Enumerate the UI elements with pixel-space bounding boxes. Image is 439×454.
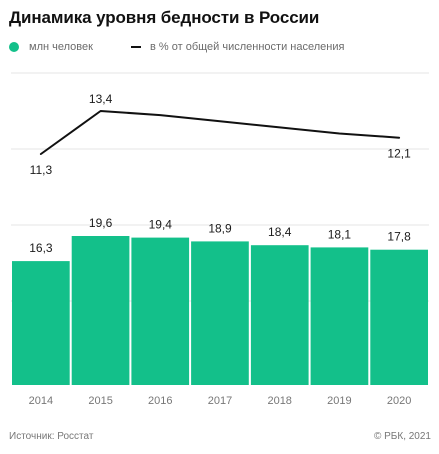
bar-2018: [250, 245, 309, 385]
legend-item-bars: млн человек: [9, 39, 93, 55]
x-tick-2017: 2017: [208, 395, 232, 407]
bar-2016: [131, 237, 190, 385]
line-label-2015: 13,4: [89, 92, 113, 106]
x-tick-2018: 2018: [267, 395, 291, 407]
line-label-2014: 11,3: [30, 163, 53, 177]
bar-2017: [191, 241, 249, 385]
bar-series: [12, 236, 428, 385]
legend-line-label: в % от общей численности населения: [150, 41, 345, 53]
bar-2014: [12, 261, 70, 385]
x-tick-2019: 2019: [327, 395, 351, 407]
data-labels: 16,3 19,6 19,4 18,9 18,4 18,1 17,8 11,3 13,4 12,1: [29, 92, 411, 255]
copyright-note: © РБК, 2021: [373, 431, 431, 442]
line-label-2020: 12,1: [387, 147, 411, 161]
bar-label-2018: 18,4: [268, 225, 292, 239]
x-tick-2020: 2020: [387, 395, 411, 407]
chart-title: Динамика уровня бедности в России: [9, 8, 320, 27]
x-tick-2014: 2014: [29, 395, 53, 407]
x-axis-ticks: 2014 2015 2016 2017 2018 2019 2020: [29, 395, 412, 407]
source-note: Источник: Росстат: [9, 431, 94, 442]
bar-label-2020: 17,8: [387, 230, 411, 244]
x-tick-2015: 2015: [88, 395, 112, 407]
line-path: [39, 110, 401, 155]
legend-item-line: в % от общей численности населения: [131, 39, 344, 55]
chart-legend: млн человек в % от общей численности нас…: [9, 39, 429, 55]
bar-label-2016: 19,4: [149, 218, 173, 232]
line-series: [39, 110, 401, 155]
bar-label-2019: 18,1: [328, 227, 352, 241]
legend-line-marker-icon: [131, 46, 141, 48]
bar-label-2017: 18,9: [208, 221, 232, 235]
x-tick-2016: 2016: [148, 395, 172, 407]
bar-2019: [310, 247, 369, 385]
legend-bar-marker-icon: [9, 42, 19, 52]
bar-label-2015: 19,6: [89, 216, 113, 230]
legend-bars-label: млн человек: [29, 41, 93, 53]
bar-label-2014: 16,3: [29, 241, 53, 255]
bar-2015: [71, 236, 130, 385]
bar-2020: [370, 249, 428, 385]
